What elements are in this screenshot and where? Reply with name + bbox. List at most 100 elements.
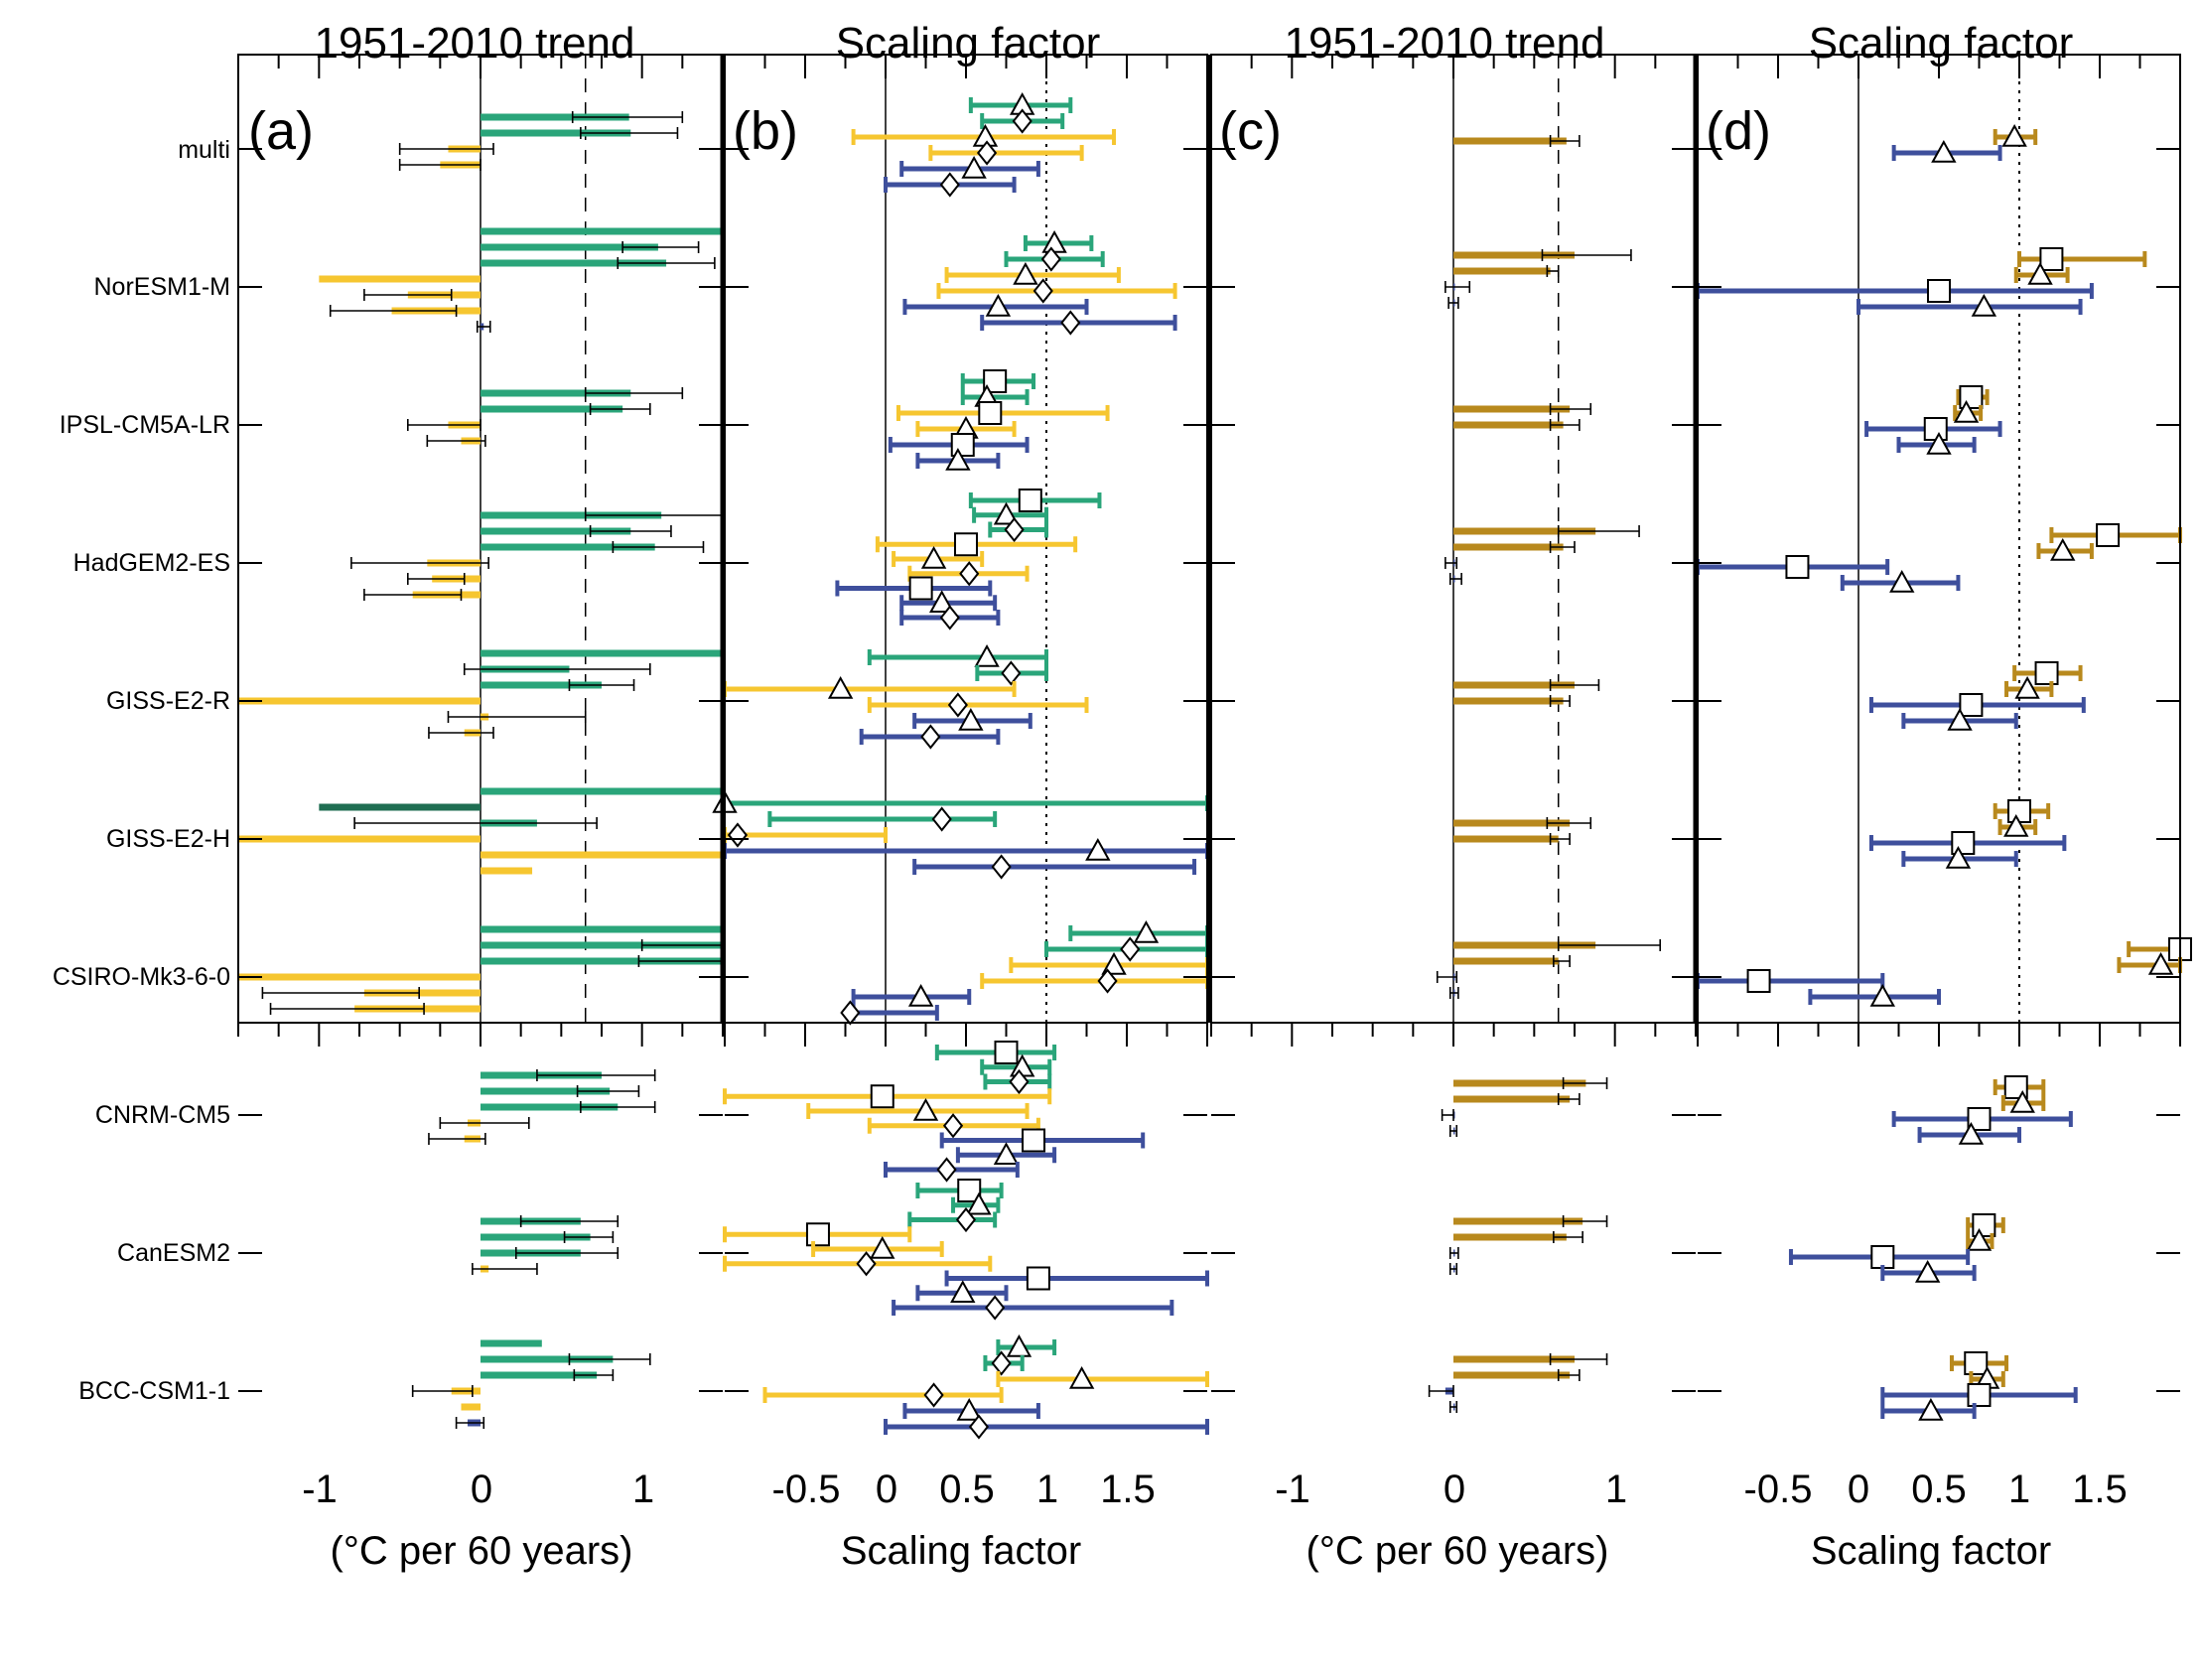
trend-bar: [1453, 1233, 1567, 1241]
trend-bar: [1453, 421, 1564, 429]
diamond-marker: [1032, 278, 1053, 304]
trend-bar: [481, 511, 662, 519]
triangle-marker: [985, 293, 1012, 317]
square-marker: [1022, 1128, 1046, 1153]
trend-bar: [1453, 527, 1596, 535]
trend-bar: [481, 243, 658, 251]
model-label: GISS-E2-H: [106, 825, 230, 853]
diamond-marker: [1120, 936, 1141, 962]
square-marker: [1870, 1245, 1895, 1269]
diamond-marker: [1004, 516, 1025, 543]
diamond-marker: [931, 806, 952, 832]
x-tick-label: 0: [1848, 1468, 1869, 1511]
diamond-marker: [976, 140, 998, 166]
triangle-marker: [1953, 399, 1980, 423]
diamond-marker: [985, 1295, 1006, 1321]
triangle-marker: [993, 501, 1020, 525]
trend-bar: [481, 941, 723, 949]
triangle-marker: [2147, 951, 2174, 975]
trend-bar: [1453, 1355, 1575, 1363]
diamond-marker: [968, 1414, 990, 1440]
trend-bar: [238, 973, 481, 981]
triangle-marker: [993, 1142, 1020, 1166]
x-tick-label: 0: [1444, 1468, 1465, 1511]
diamond-marker: [955, 1206, 977, 1233]
x-tick-label: 1: [1036, 1468, 1058, 1511]
trend-bar: [481, 543, 655, 551]
trend-bar: [1453, 137, 1567, 145]
triangle-marker: [1958, 1121, 1985, 1145]
trend-bar: [481, 957, 723, 965]
trend-bar: [481, 1339, 542, 1347]
triangle-marker: [961, 155, 987, 179]
triangle-marker: [966, 1191, 992, 1215]
trend-bar: [1453, 819, 1571, 827]
square-marker: [954, 532, 978, 557]
diamond-marker: [1040, 246, 1061, 272]
triangle-marker: [2001, 123, 2027, 147]
x-tick-label: 1.5: [2072, 1468, 2128, 1511]
triangle-marker: [1918, 1397, 1944, 1421]
trend-bar: [1453, 543, 1564, 551]
trend-bar: [319, 803, 481, 811]
trend-bar: [481, 649, 723, 657]
panel-d-label: (d): [1706, 101, 1771, 161]
triangle-marker: [912, 1097, 939, 1121]
panel-b-xlabel: Scaling factor: [841, 1529, 1081, 1573]
x-tick-label: -0.5: [1744, 1468, 1813, 1511]
triangle-marker: [1013, 261, 1038, 285]
triangle-marker: [1971, 293, 1997, 317]
trend-bar: [319, 275, 481, 283]
square-marker: [1964, 1351, 1989, 1375]
diamond-marker: [727, 822, 749, 848]
panel-b-label: (b): [733, 101, 798, 161]
panel-b-xticks: -0.5 0 0.5 1 1.5: [772, 1468, 1156, 1511]
trend-bar: [1453, 405, 1571, 413]
square-marker: [1959, 693, 1984, 717]
triangle-marker: [2003, 813, 2029, 837]
diamond-marker: [959, 561, 980, 587]
axes-frame: [237, 54, 2181, 1392]
trend-bar: [1453, 267, 1551, 275]
square-marker: [950, 433, 975, 457]
square-marker: [1923, 417, 1948, 441]
triangle-marker: [1966, 1227, 1993, 1251]
trend-bar: [481, 405, 623, 413]
triangle-marker: [1931, 139, 1957, 163]
panel-a-title: 1951-2010 trend: [315, 19, 635, 68]
trend-bar: [1453, 1095, 1571, 1103]
square-marker: [2034, 661, 2059, 685]
triangle-marker: [956, 1397, 982, 1421]
model-label: CSIRO-Mk3-6-0: [53, 963, 230, 991]
diamond-marker: [856, 1251, 877, 1277]
square-marker: [957, 1179, 982, 1202]
panel-c-xticks: -1 0 1: [1275, 1468, 1627, 1511]
trend-bar: [481, 681, 602, 689]
square-marker: [2039, 247, 2064, 271]
trend-bar: [1453, 835, 1559, 843]
square-marker: [1959, 385, 1984, 409]
square-marker: [805, 1222, 830, 1247]
diamond-marker: [840, 1000, 861, 1026]
trend-bar: [481, 867, 533, 875]
square-marker: [2096, 523, 2121, 547]
trend-bar: [481, 1087, 611, 1095]
trend-bar: [238, 835, 481, 843]
panel-a-label: (a): [248, 101, 314, 161]
diamond-marker: [1060, 310, 1081, 336]
x-tick-label: 0: [876, 1468, 897, 1511]
model-label: CNRM-CM5: [95, 1101, 230, 1129]
triangle-marker: [1133, 919, 1160, 943]
panel-d-title: Scaling factor: [1809, 19, 2074, 68]
data-marks: [238, 91, 2192, 1440]
trend-bar: [1453, 941, 1596, 949]
diamond-marker: [947, 692, 968, 718]
square-marker: [1746, 969, 1771, 993]
square-marker: [1967, 1383, 1992, 1407]
panel-a-xticks: -1 0 1: [302, 1468, 654, 1511]
trend-bar: [481, 1103, 619, 1111]
panel-b-title: Scaling factor: [836, 19, 1101, 68]
diamond-marker: [1009, 1068, 1030, 1095]
square-marker: [2007, 799, 2031, 823]
x-tick-label: 1: [1605, 1468, 1627, 1511]
